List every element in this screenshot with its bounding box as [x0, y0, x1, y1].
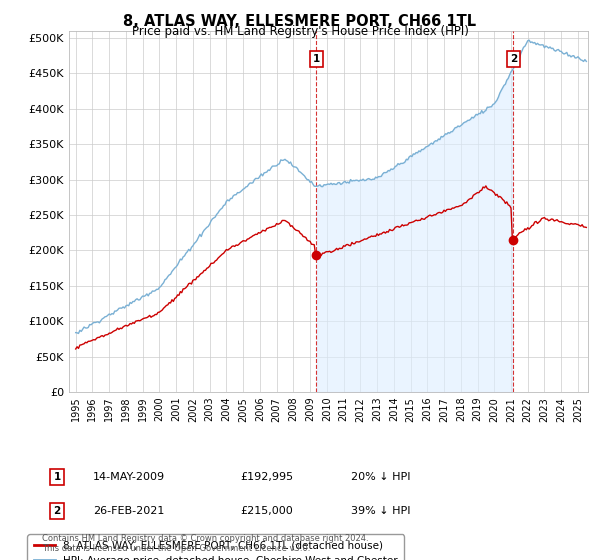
- Text: £192,995: £192,995: [240, 472, 293, 482]
- Text: 20% ↓ HPI: 20% ↓ HPI: [351, 472, 410, 482]
- Text: £215,000: £215,000: [240, 506, 293, 516]
- Text: 2: 2: [53, 506, 61, 516]
- Text: 39% ↓ HPI: 39% ↓ HPI: [351, 506, 410, 516]
- Text: 1: 1: [313, 54, 320, 64]
- Legend: 8, ATLAS WAY, ELLESMERE PORT, CH66 1TL (detached house), HPI: Average price, det: 8, ATLAS WAY, ELLESMERE PORT, CH66 1TL (…: [28, 534, 404, 560]
- Text: 1: 1: [53, 472, 61, 482]
- Text: 14-MAY-2009: 14-MAY-2009: [93, 472, 165, 482]
- Text: 26-FEB-2021: 26-FEB-2021: [93, 506, 164, 516]
- Text: 2: 2: [510, 54, 517, 64]
- Text: Price paid vs. HM Land Registry's House Price Index (HPI): Price paid vs. HM Land Registry's House …: [131, 25, 469, 38]
- Text: Contains HM Land Registry data © Crown copyright and database right 2024.
This d: Contains HM Land Registry data © Crown c…: [42, 534, 368, 553]
- Text: 8, ATLAS WAY, ELLESMERE PORT, CH66 1TL: 8, ATLAS WAY, ELLESMERE PORT, CH66 1TL: [124, 14, 476, 29]
